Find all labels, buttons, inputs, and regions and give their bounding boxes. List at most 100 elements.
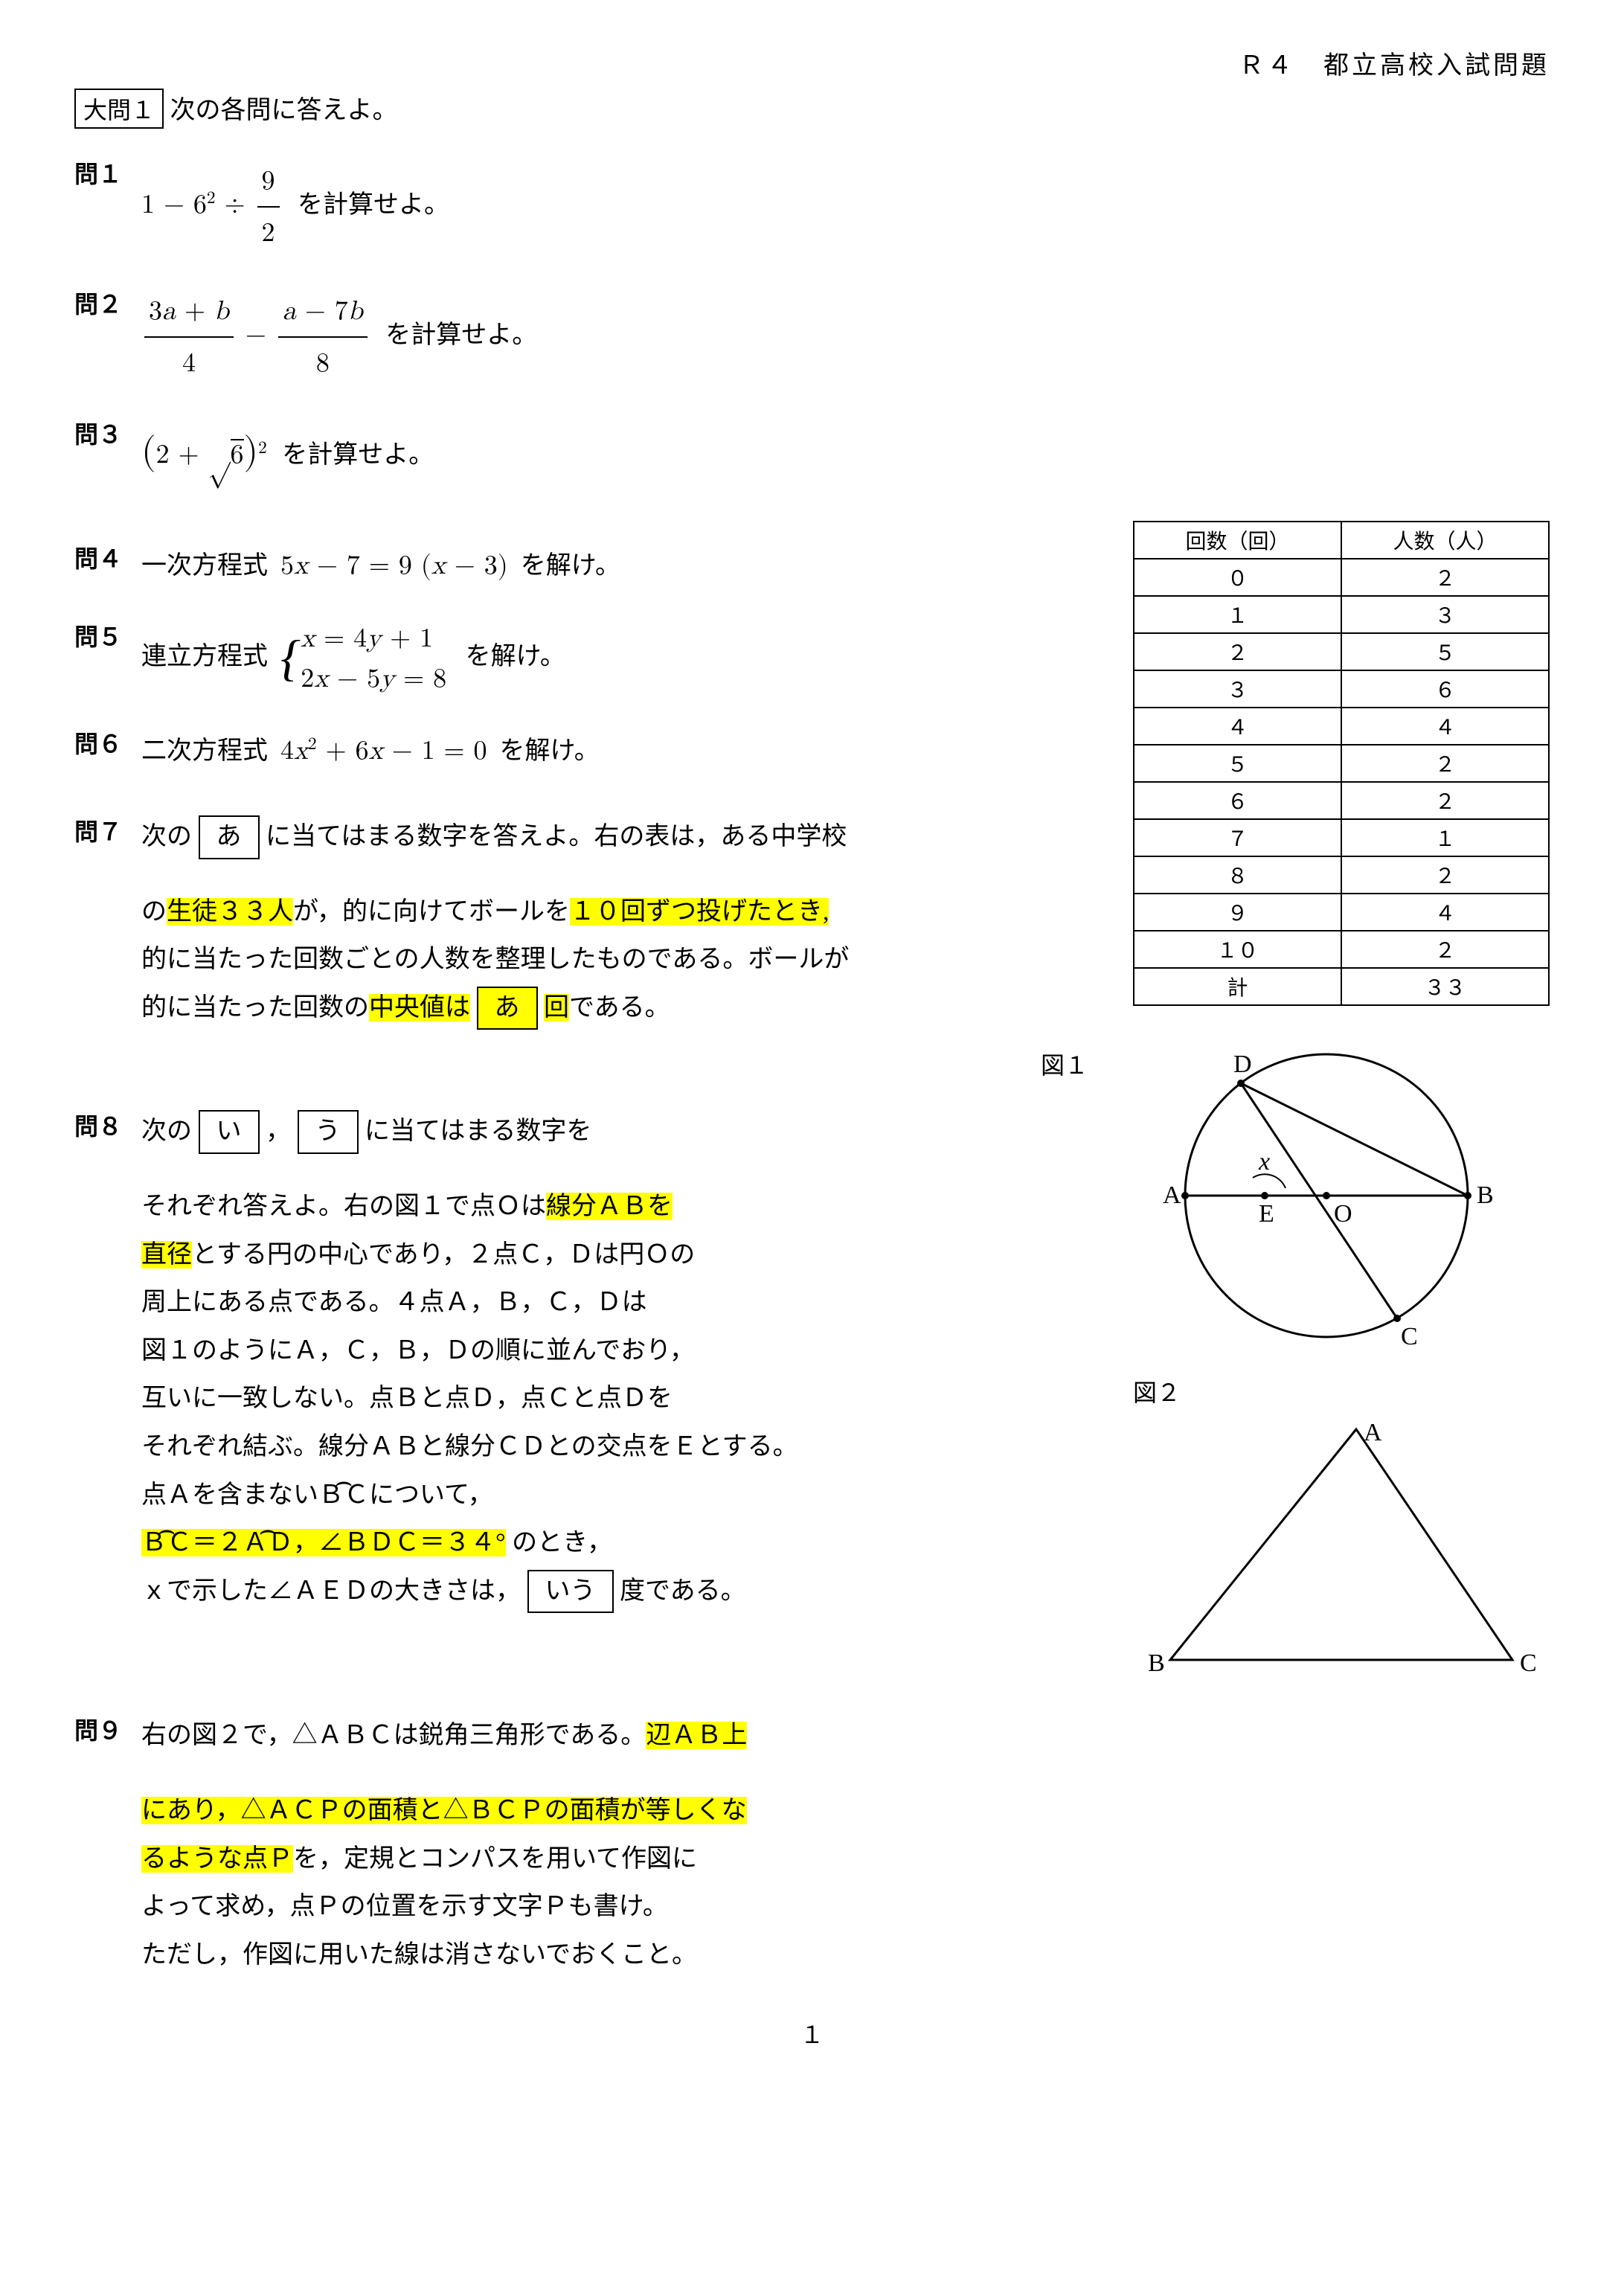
q8-eq: ＝２ (192, 1529, 243, 1556)
q8-l8b: について， (369, 1481, 493, 1509)
q9-line4: よって求め，点Ｐの位置を示す文字Ｐも書け。 (141, 1883, 1550, 1931)
q4-expr: 5x − 7 = 9 (x − 3) (280, 552, 508, 579)
question-8: 問８ 次の い ， う に当てはまる数字を (74, 1108, 1103, 1156)
q8-arc-ad: ＡＤ (243, 1519, 293, 1568)
table-cell: １０ (1134, 931, 1341, 968)
q9-hl3: るような点Ｐ (141, 1845, 293, 1873)
q8-box-i: い (199, 1110, 260, 1153)
table-cell: ４ (1134, 708, 1341, 745)
section-box: 大問１ (74, 89, 164, 129)
table-row: １３ (1134, 596, 1549, 633)
q3-label: 問３ (74, 416, 141, 450)
q7-line4: 的に当たった回数の中央値は あ 回である。 (141, 984, 1103, 1033)
q1-label: 問１ (74, 155, 141, 190)
question-6: 問６ 二次方程式 4x2 + 6x − 1 = 0 を解け。 (74, 725, 1103, 776)
svg-text:B: B (1148, 1649, 1165, 1677)
q7-l2a: の (141, 898, 167, 926)
section-text: 次の各問に答えよ。 (170, 97, 398, 124)
question-5: 問５ 連立方程式 { x = 4y + 1 2x − 5y = 8 を解け。 (74, 618, 1103, 699)
q9-l1a: 右の図２で，△ＡＢＣは鋭角三角形である。 (141, 1722, 646, 1749)
table-cell: ８ (1134, 856, 1341, 894)
q7-l4a: 的に当たった回数の (141, 994, 369, 1022)
q6-expr: 4x2 + 6x − 1 = 0 (280, 737, 487, 764)
q5-label: 問５ (74, 618, 141, 652)
table-row: ６２ (1134, 782, 1549, 819)
q8-angle: ，∠ＢＤＣ＝３４° (293, 1529, 506, 1556)
q5-lead: 連立方程式 (141, 643, 268, 670)
q7-label: 問７ (74, 813, 141, 847)
q7-box-a2: あ (477, 987, 538, 1030)
q6-lead: 二次方程式 (141, 737, 268, 765)
q7-l1b: に当てはまる数字を答えよ。右の表は，ある中学校 (266, 823, 847, 850)
table-cell: 計 (1134, 968, 1341, 1005)
table-cell: ２ (1341, 745, 1549, 782)
table-row: ０２ (1134, 559, 1549, 596)
q4-label: 問４ (74, 540, 141, 574)
q2-tail: を計算せよ。 (385, 321, 537, 349)
section-header: 大問１ 次の各問に答えよ。 (74, 89, 1550, 129)
table-cell: ３ (1341, 596, 1549, 633)
table-cell: ２ (1341, 856, 1549, 894)
question-9: 問９ 右の図２で，△ＡＢＣは鋭角三角形である。辺ＡＢ上 (74, 1712, 1550, 1760)
q8-arc-bc: ＢＣ (318, 1472, 369, 1520)
table-row: １０２ (1134, 931, 1549, 968)
q3-tail: を計算せよ。 (282, 441, 434, 469)
q8-line6: 互いに一致しない。点Ｂと点Ｄ，点Ｃと点Ｄを (141, 1375, 1103, 1423)
table-cell: ６ (1134, 782, 1341, 819)
svg-text:D: D (1233, 1051, 1252, 1078)
table-row: ５２ (1134, 745, 1549, 782)
page-number: １ (74, 2016, 1550, 2050)
table-cell: ２ (1341, 559, 1549, 596)
svg-text:E: E (1259, 1200, 1274, 1228)
q5-system: { x = 4y + 1 2x − 5y = 8 (280, 618, 446, 699)
q8-l10b: 度である。 (620, 1577, 746, 1605)
q4-tail: を解け。 (521, 552, 620, 580)
q5-tail: を解け。 (466, 643, 565, 670)
q8-line2: それぞれ答えよ。右の図１で点Ｏは線分ＡＢを (141, 1183, 1103, 1231)
q9-label: 問９ (74, 1712, 141, 1746)
table-cell: ７ (1134, 819, 1341, 856)
svg-text:A: A (1163, 1181, 1181, 1209)
table-row: ７１ (1134, 819, 1549, 856)
table-cell: １ (1134, 596, 1341, 633)
q9-l3b: を，定規とコンパスを用いて作図に (293, 1845, 697, 1873)
figure-2-triangle: A B C (1133, 1414, 1550, 1690)
q7-hl2: 生徒３３人 (167, 898, 293, 926)
q8-hl9: ＢＣ＝２ＡＤ，∠ＢＤＣ＝３４° (141, 1529, 506, 1556)
question-2: 問２ 3a + b4 − a − 7b8 を計算せよ。 (74, 286, 1550, 389)
q7-l1a: 次の (141, 823, 192, 850)
q3-expr: (2 + √6)2 (141, 441, 276, 468)
q8-l2a: それぞれ答えよ。右の図１で点Ｏは (141, 1193, 546, 1220)
table-cell: ０ (1134, 559, 1341, 596)
svg-text:C: C (1520, 1649, 1537, 1677)
table-cell: ５ (1134, 745, 1341, 782)
q8-line7: それぞれ結ぶ。線分ＡＢと線分ＣＤとの交点をＥとする。 (141, 1423, 1103, 1472)
q8-line9: ＢＣ＝２ＡＤ，∠ＢＤＣ＝３４° のとき， (141, 1519, 1103, 1568)
table-cell: ６ (1341, 670, 1549, 708)
svg-text:C: C (1401, 1323, 1418, 1350)
q8-label: 問８ (74, 1108, 141, 1142)
question-3: 問３ (2 + √6)2 を計算せよ。 (74, 416, 1550, 487)
q8-line10: ｘで示した∠ＡＥＤの大きさは， いう 度である。 (141, 1568, 1103, 1616)
q9-line5: ただし，作図に用いた線は消さないでおくこと。 (141, 1931, 1550, 1980)
svg-text:A: A (1364, 1419, 1382, 1446)
q2-expr: 3a + b4 − a − 7b8 (141, 321, 379, 348)
q8-l1b: に当てはまる数字を (365, 1117, 591, 1145)
q8-box-iu: いう (527, 1570, 614, 1613)
table-cell: ９ (1134, 894, 1341, 931)
table-cell: １ (1341, 819, 1549, 856)
q7-line3: 的に当たった回数ごとの人数を整理したものである。ボールが (141, 936, 1103, 984)
table-cell: ２ (1341, 931, 1549, 968)
frequency-table: 回数（回） 人数（人） ０２１３２５３６４４５２６２７１８２９４１０２計３３ (1133, 521, 1550, 1006)
table-row: ２５ (1134, 633, 1549, 670)
q7-l4c: である。 (569, 994, 670, 1022)
q7-l2b: が，的に向けてボールを (293, 898, 570, 926)
question-1: 問１ 1 − 62 ÷ 92 を計算せよ。 (74, 155, 1550, 259)
table-cell: ５ (1341, 633, 1549, 670)
figure-1-circle: ABODCEx (1133, 1047, 1520, 1359)
table-cell: ２ (1341, 782, 1549, 819)
q8-box-u: う (298, 1110, 359, 1153)
q7-hl4: 中央値は (369, 994, 470, 1022)
table-header-count: 回数（回） (1134, 522, 1341, 559)
q9-hl2: にあり，△ＡＣＰの面積と△ＢＣＰの面積が等しくな (141, 1797, 747, 1824)
